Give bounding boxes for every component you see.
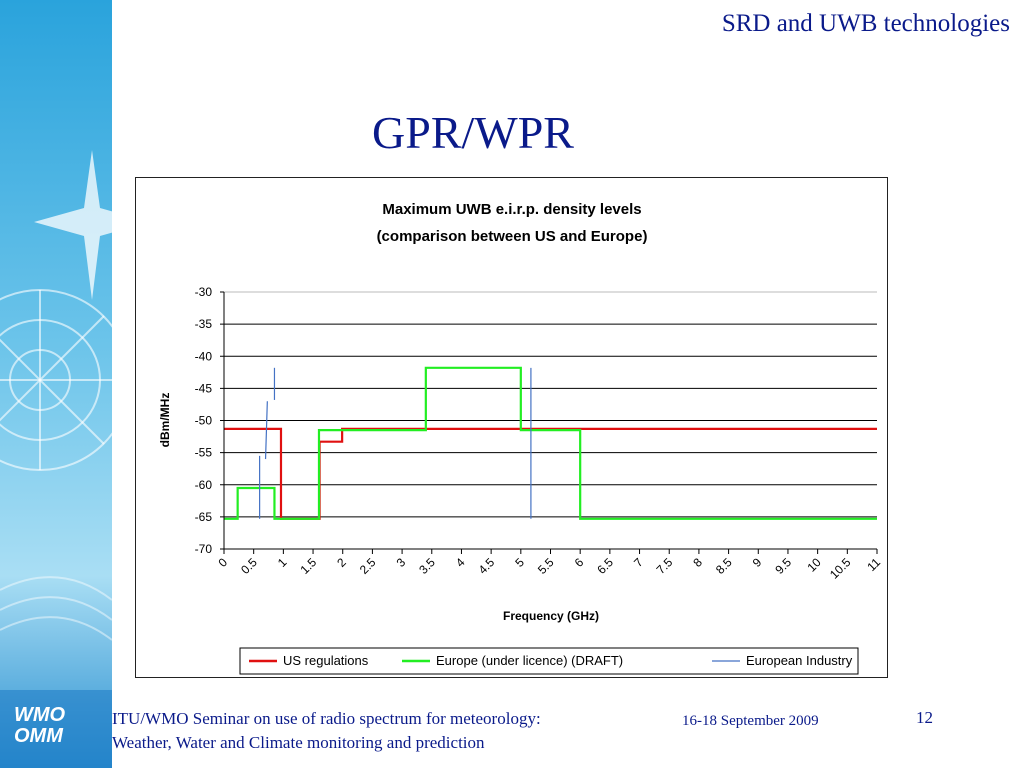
- x-tick-label: 3: [394, 555, 409, 570]
- page-number: 12: [916, 708, 933, 727]
- chart-subtitle: (comparison between US and Europe): [377, 228, 648, 245]
- legend-label: Europe (under licence) (DRAFT): [436, 653, 623, 668]
- logo-line-2: OMM: [14, 725, 63, 747]
- header-title: SRD and UWB technologies: [721, 10, 1010, 37]
- x-tick-label: 1: [275, 555, 290, 570]
- x-tick-label: 9.5: [772, 555, 794, 577]
- uwb-density-chart: Maximum UWB e.i.r.p. density levels (com…: [158, 201, 883, 675]
- y-tick-label: -55: [195, 446, 213, 460]
- legend-label: European Industry: [746, 653, 853, 668]
- y-tick-label: -40: [195, 349, 213, 363]
- chart-title: Maximum UWB e.i.r.p. density levels: [382, 201, 641, 218]
- footer-seminar: ITU/WMO Seminar on use of radio spectrum…: [112, 707, 541, 755]
- x-tick-label: 7: [631, 555, 646, 570]
- y-tick-label: -45: [195, 381, 213, 395]
- x-tick-label: 5: [512, 555, 527, 570]
- slide-title: GPR/WPR: [372, 107, 574, 158]
- y-tick-label: -65: [195, 510, 213, 524]
- x-tick-label: 6.5: [594, 555, 616, 577]
- y-tick-label: -30: [195, 285, 213, 299]
- logo-line-1: WMO: [14, 704, 66, 726]
- y-tick-label: -60: [195, 478, 213, 492]
- x-tick-label: 0.5: [238, 555, 260, 577]
- series-industry-segment: [264, 401, 268, 460]
- footer-line-1: ITU/WMO Seminar on use of radio spectrum…: [112, 709, 541, 728]
- footer-line-2: Weather, Water and Climate monitoring an…: [112, 733, 485, 752]
- chart-frame: Maximum UWB e.i.r.p. density levels (com…: [135, 177, 888, 678]
- x-tick-label: 5.5: [535, 555, 557, 577]
- y-tick-label: -70: [195, 542, 213, 556]
- x-tick-label: 8: [690, 555, 705, 570]
- x-tick-label: 0: [215, 555, 230, 570]
- x-tick-label: 1.5: [297, 555, 319, 577]
- y-tick-label: -35: [195, 317, 213, 331]
- series-europe-line: [224, 366, 877, 520]
- sidebar-decoration: [0, 0, 112, 768]
- legend-label: US regulations: [283, 653, 369, 668]
- x-tick-label: 9: [750, 555, 765, 570]
- y-axis-label: dBm/MHz: [158, 393, 172, 448]
- x-axis-label: Frequency (GHz): [503, 609, 599, 623]
- footer-date: 16-18 September 2009: [682, 713, 819, 729]
- x-tick-label: 3.5: [416, 555, 438, 577]
- series-us-line: [224, 427, 877, 520]
- x-tick-label: 6: [572, 555, 587, 570]
- wmo-logo: WMO OMM: [14, 705, 65, 747]
- y-tick-label: -50: [195, 414, 213, 428]
- x-tick-label: 11: [864, 555, 883, 574]
- x-tick-label: 7.5: [654, 555, 676, 577]
- globe-icon: [0, 289, 112, 471]
- compass-star-icon: [34, 150, 112, 300]
- x-tick-label: 4: [453, 555, 468, 570]
- legend: US regulations Europe (under licence) (DR…: [239, 647, 859, 675]
- legend-box: [239, 647, 859, 675]
- x-tick-label: 2: [334, 555, 349, 570]
- x-tick-label: 2.5: [357, 555, 379, 577]
- x-tick-label: 8.5: [713, 555, 735, 577]
- x-tick-label: 4.5: [476, 555, 498, 577]
- x-tick-label: 10.5: [827, 555, 854, 582]
- x-tick-label: 10: [804, 555, 824, 575]
